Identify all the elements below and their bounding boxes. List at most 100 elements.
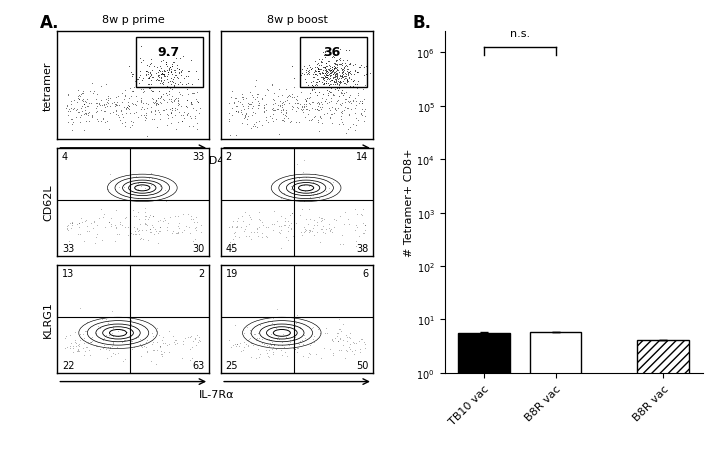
Point bbox=[190, 113, 201, 120]
Point bbox=[351, 339, 362, 347]
Point bbox=[328, 351, 339, 359]
Point bbox=[154, 342, 166, 349]
Point bbox=[65, 332, 76, 339]
Point bbox=[319, 229, 331, 237]
Point bbox=[341, 71, 352, 79]
Point bbox=[141, 349, 153, 356]
Point bbox=[334, 58, 346, 65]
Point bbox=[155, 74, 166, 81]
Point bbox=[66, 116, 77, 124]
Point bbox=[154, 183, 166, 190]
Point bbox=[143, 63, 154, 71]
Point bbox=[326, 95, 337, 102]
Bar bbox=[530, 332, 581, 455]
Point bbox=[96, 340, 108, 347]
Point bbox=[88, 88, 100, 96]
Point bbox=[277, 106, 289, 114]
Point bbox=[269, 342, 280, 349]
Point bbox=[85, 339, 97, 346]
Point bbox=[315, 62, 327, 69]
Point bbox=[128, 231, 139, 238]
Point bbox=[252, 334, 263, 342]
Point bbox=[337, 58, 348, 65]
Point bbox=[116, 327, 128, 334]
Point bbox=[130, 228, 141, 235]
Point bbox=[103, 218, 115, 226]
Point bbox=[147, 224, 158, 231]
Point bbox=[195, 106, 206, 113]
Point bbox=[243, 212, 255, 219]
Point bbox=[106, 343, 118, 350]
Point bbox=[90, 101, 102, 108]
Point bbox=[262, 223, 274, 231]
Point bbox=[159, 217, 171, 225]
Point bbox=[163, 88, 174, 96]
Point bbox=[174, 220, 185, 228]
Point bbox=[166, 64, 178, 71]
Point bbox=[296, 70, 308, 77]
Point bbox=[312, 68, 323, 76]
Point bbox=[300, 114, 311, 121]
Point bbox=[168, 82, 180, 90]
Point bbox=[303, 227, 315, 234]
Point bbox=[67, 127, 78, 135]
Point bbox=[165, 68, 176, 75]
Point bbox=[314, 104, 326, 111]
Point bbox=[153, 332, 165, 339]
Point bbox=[138, 112, 150, 119]
Point bbox=[326, 67, 337, 75]
Point bbox=[308, 232, 319, 239]
Point bbox=[328, 66, 340, 73]
Point bbox=[319, 49, 331, 56]
Point bbox=[338, 69, 349, 76]
Point bbox=[331, 57, 343, 65]
Point bbox=[171, 106, 183, 113]
Point bbox=[82, 112, 93, 120]
Point bbox=[295, 89, 306, 96]
Point bbox=[280, 234, 292, 241]
Point bbox=[284, 101, 295, 108]
Point bbox=[244, 90, 255, 97]
Point bbox=[135, 106, 146, 114]
Point bbox=[277, 101, 289, 109]
Point bbox=[148, 116, 160, 123]
Point bbox=[253, 224, 265, 231]
Point bbox=[166, 106, 178, 114]
Point bbox=[293, 175, 305, 182]
Point bbox=[152, 77, 163, 85]
Point bbox=[236, 107, 247, 114]
Point bbox=[267, 348, 279, 355]
Point bbox=[308, 332, 320, 339]
Point bbox=[176, 67, 188, 75]
Point bbox=[143, 81, 155, 88]
Point bbox=[332, 67, 343, 74]
Point bbox=[318, 76, 330, 83]
Point bbox=[323, 224, 334, 232]
Point bbox=[100, 316, 112, 323]
Point bbox=[323, 221, 335, 228]
Point bbox=[164, 64, 176, 71]
Point bbox=[62, 102, 73, 109]
Point bbox=[314, 195, 326, 202]
Point bbox=[126, 100, 138, 107]
Point bbox=[328, 70, 340, 77]
Point bbox=[186, 344, 197, 351]
Point bbox=[137, 236, 148, 243]
Point bbox=[92, 116, 103, 123]
Point bbox=[331, 78, 342, 86]
Point bbox=[133, 76, 144, 84]
Point bbox=[133, 80, 145, 87]
Point bbox=[297, 106, 308, 113]
Point bbox=[342, 79, 353, 86]
Point bbox=[326, 64, 338, 71]
Point bbox=[291, 104, 303, 111]
Point bbox=[324, 72, 336, 80]
Point bbox=[252, 91, 263, 98]
Point bbox=[341, 346, 352, 354]
Point bbox=[181, 86, 193, 94]
Point bbox=[328, 179, 339, 187]
Point bbox=[357, 230, 369, 237]
Point bbox=[347, 98, 358, 106]
Point bbox=[315, 215, 327, 222]
Point bbox=[304, 64, 315, 71]
